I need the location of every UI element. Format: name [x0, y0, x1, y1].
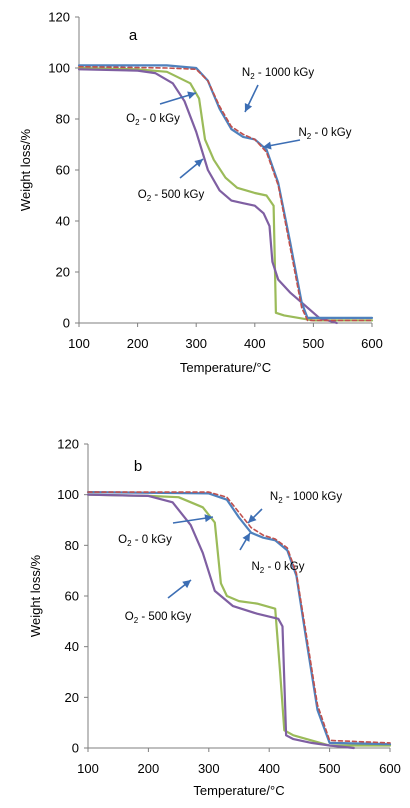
- annotation-arrowhead: [182, 580, 191, 589]
- panel-label: a: [129, 27, 138, 44]
- x-tick-label: 200: [138, 761, 160, 776]
- y-tick-label: 60: [56, 163, 70, 178]
- y-tick-label: 60: [65, 589, 79, 604]
- x-tick-label: 300: [185, 336, 207, 351]
- x-axis-title: Temperature/°C: [193, 783, 284, 798]
- x-tick-label: 300: [198, 761, 220, 776]
- annotation-arrowhead: [242, 533, 250, 542]
- x-tick-label: 500: [319, 761, 341, 776]
- x-tick-label: 600: [361, 336, 383, 351]
- y-tick-label: 20: [56, 265, 70, 280]
- y-axis-title: Weight loss/%: [28, 555, 43, 638]
- y-tick-label: 20: [65, 690, 79, 705]
- annotation-arrowhead: [244, 103, 253, 112]
- series-line-o2-500kgy: [77, 68, 338, 325]
- series-line-n2-1000kgy: [86, 490, 392, 746]
- y-tick-label: 120: [48, 10, 70, 25]
- annotation-label: N2 - 1000 kGy: [242, 67, 314, 81]
- x-tick-label: 100: [77, 761, 99, 776]
- annotation-arrowhead: [248, 514, 257, 523]
- y-tick-label: 80: [65, 538, 79, 553]
- y-axis-title: Weight loss/%: [18, 129, 33, 212]
- x-tick-label: 600: [379, 761, 401, 776]
- y-tick-label: 100: [48, 61, 70, 76]
- x-tick-label: 100: [68, 336, 90, 351]
- series-line-o2-0kgy: [77, 66, 374, 322]
- annotation-arrowhead: [187, 91, 196, 100]
- chart-panel-b: 0 20 40 60 80 100 120 100 200 300 400 500 600 Tempera…: [28, 437, 401, 799]
- y-tick-label: 120: [57, 437, 79, 452]
- x-tick-label: 200: [127, 336, 149, 351]
- annotation-label: O2 - 0 kGy: [126, 113, 180, 127]
- annotation-label: O2 - 500 kGy: [125, 611, 192, 625]
- x-tick-label: 500: [303, 336, 325, 351]
- annotation-arrowhead: [204, 514, 213, 523]
- y-tick-label: 100: [57, 487, 79, 502]
- chart-panel-a: 0 20 40 60 80 100 120 100 200 300 400 500 600 Tempera…: [18, 10, 383, 376]
- panel-label: b: [134, 458, 142, 475]
- y-tick-label: 80: [56, 112, 70, 127]
- y-tick-label: 40: [65, 639, 79, 654]
- x-axis-title: Temperature/°C: [180, 360, 271, 375]
- series-line-o2-500kgy: [86, 493, 355, 750]
- annotation-arrowhead: [263, 141, 272, 150]
- y-tick-label: 0: [72, 741, 79, 756]
- y-tick-label: 0: [63, 316, 70, 331]
- annotation-label: N2 - 0 kGy: [298, 127, 351, 141]
- annotation-label: O2 - 0 kGy: [118, 534, 172, 548]
- annotation-arrowhead: [194, 159, 203, 168]
- y-tick-label: 40: [56, 214, 70, 229]
- x-tick-label: 400: [258, 761, 280, 776]
- series-line-n2-0kgy: [87, 491, 391, 744]
- annotation-label: N2 - 0 kGy: [251, 561, 304, 575]
- series-line-n2-1000kgy: [77, 64, 374, 319]
- x-tick-label: 400: [244, 336, 266, 351]
- annotation-label: N2 - 1000 kGy: [270, 491, 342, 505]
- series-line-n2-0kgy: [78, 65, 373, 322]
- series-line-o2-0kgy: [86, 493, 392, 747]
- annotation-label: O2 - 500 kGy: [138, 189, 205, 203]
